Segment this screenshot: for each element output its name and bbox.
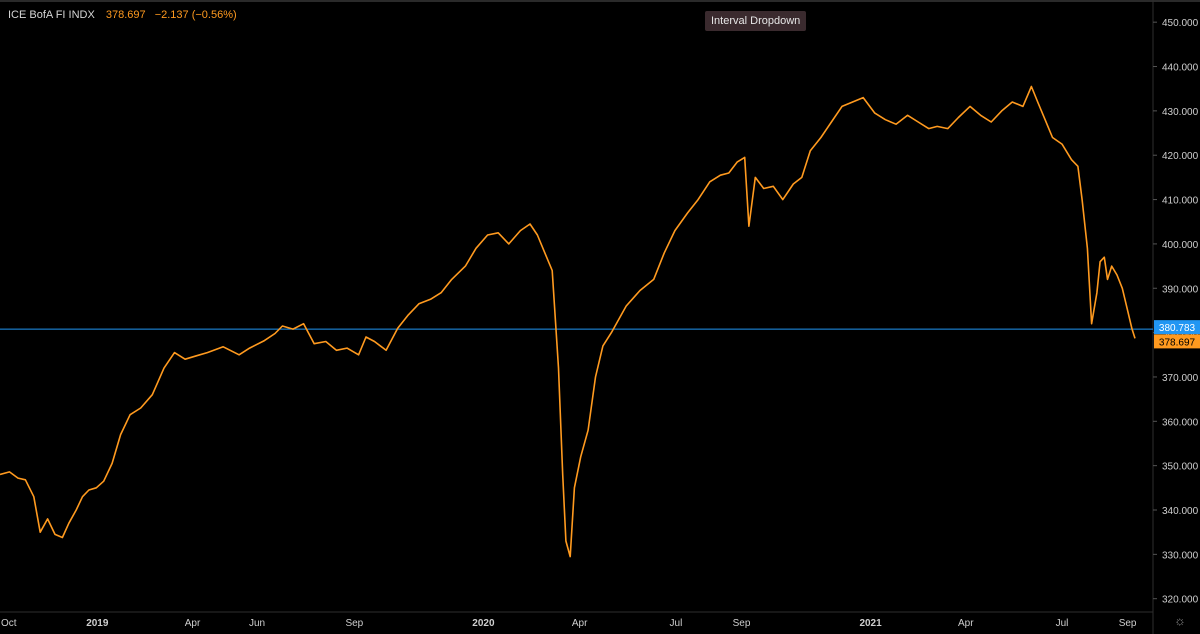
y-tick-label: 420.000 (1162, 151, 1199, 162)
crosshair-price-label-bg (1154, 320, 1200, 335)
y-tick-label: 440.000 (1162, 63, 1199, 74)
y-tick-label: 350.000 (1162, 462, 1199, 473)
last-price: 378.697 (105, 9, 146, 21)
chart-legend: ICE BofA FI INDX 378.697 −2.137 (−0.56%) (8, 9, 237, 21)
symbol-name[interactable]: ICE BofA FI INDX (8, 9, 95, 21)
y-tick-label: 450.000 (1162, 18, 1199, 29)
crosshair-price-label: 380.783 (1159, 323, 1196, 334)
gear-icon[interactable]: ☼ (1174, 613, 1186, 628)
y-tick-label: 370.000 (1162, 373, 1199, 384)
last-price-label: 378.697 (1159, 337, 1196, 348)
x-tick-label: Sep (345, 618, 363, 629)
price-change: −2.137 (−0.56%) (154, 9, 237, 21)
top-border (0, 0, 1200, 2)
x-tick-label: Sep (1119, 618, 1137, 629)
interval-dropdown-button[interactable]: Interval Dropdown (705, 11, 807, 31)
y-tick-label: 430.000 (1162, 107, 1199, 118)
x-tick-label: Sep (733, 618, 751, 629)
y-tick-label: 400.000 (1162, 240, 1199, 251)
y-tick-label: 320.000 (1162, 595, 1199, 606)
x-tick-label: Apr (572, 618, 588, 629)
x-tick-label: 2021 (859, 618, 882, 629)
x-tick-label: Apr (185, 618, 201, 629)
y-tick-label: 360.000 (1162, 417, 1199, 428)
x-tick-label: Oct (1, 618, 17, 629)
x-tick-label: Apr (958, 618, 974, 629)
y-tick-label: 340.000 (1162, 506, 1199, 517)
price-series-line (0, 85, 1136, 558)
x-tick-label: 2020 (472, 618, 495, 629)
y-tick-label: 410.000 (1162, 196, 1199, 207)
x-tick-label: 2019 (86, 618, 109, 629)
x-tick-label: Jun (249, 618, 265, 629)
x-tick-label: Jul (670, 618, 683, 629)
y-tick-label: 330.000 (1162, 550, 1199, 561)
last-price-label-bg (1154, 334, 1200, 349)
x-tick-label: Jul (1056, 618, 1069, 629)
y-tick-label: 390.000 (1162, 284, 1199, 295)
